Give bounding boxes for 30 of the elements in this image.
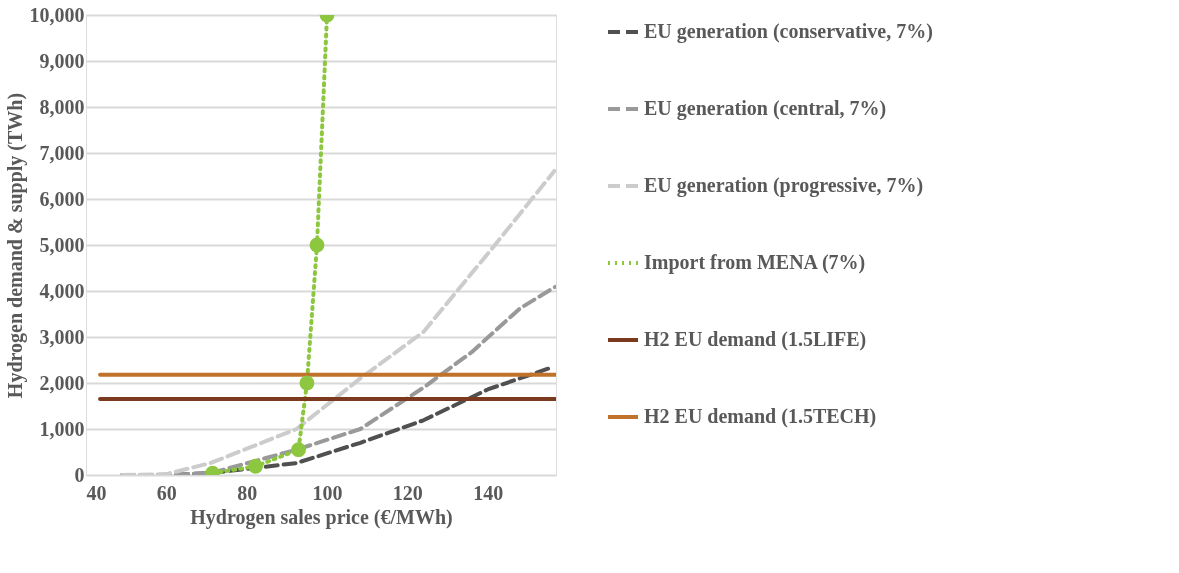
x-tick-label: 40 <box>86 481 107 504</box>
y-axis-title: Hydrogen demand & supply (TWh) <box>3 92 27 399</box>
y-tick-label: 4,000 <box>39 279 85 302</box>
y-tick-label: 8,000 <box>39 95 85 118</box>
x-axis-title: Hydrogen sales price (€/MWh) <box>190 505 453 529</box>
point <box>299 375 315 391</box>
legend-label: H2 EU demand (1.5LIFE) <box>644 328 867 351</box>
x-tick-label: 100 <box>312 481 343 504</box>
legend-label: H2 EU demand (1.5TECH) <box>644 405 877 428</box>
legend-label: EU generation (conservative, 7%) <box>644 20 933 43</box>
y-tick-label: 9,000 <box>39 49 85 72</box>
x-tick-label: 140 <box>473 481 504 504</box>
x-tick-label: 80 <box>237 481 258 504</box>
y-tick-label: 7,000 <box>39 141 85 164</box>
y-tick-label: 5,000 <box>39 233 85 256</box>
y-tick-label: 3,000 <box>39 325 85 348</box>
legend-label: Import from MENA (7%) <box>644 251 866 274</box>
legend-label: EU generation (progressive, 7%) <box>644 174 924 197</box>
point <box>248 458 263 474</box>
point <box>309 237 325 253</box>
legend-label: EU generation (central, 7%) <box>644 97 887 120</box>
y-tick-label: 1,000 <box>39 417 85 440</box>
y-tick-label: 10,000 <box>29 3 85 26</box>
point <box>291 442 306 458</box>
x-tick-label: 60 <box>156 481 177 504</box>
y-tick-label: 2,000 <box>39 371 85 394</box>
y-tick-label: 0 <box>74 463 85 486</box>
line-series <box>120 168 556 475</box>
x-tick-label: 120 <box>392 481 423 504</box>
y-tick-label: 6,000 <box>39 187 85 210</box>
